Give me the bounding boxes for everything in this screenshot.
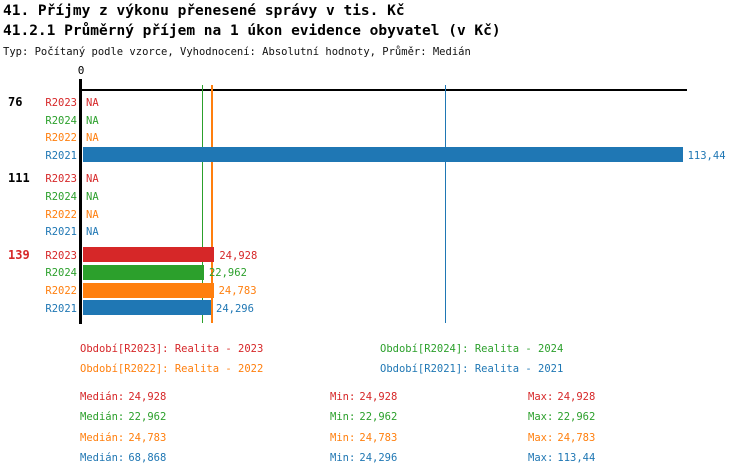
stat-min-r2023: Min: 24,928 [330,390,397,404]
stat-label: Max: [528,452,554,464]
stat-median-r2023: Medián: 24,928 [80,390,166,404]
stat-median-r2022: Medián: 24,783 [80,431,166,445]
x-axis-line [79,89,687,91]
stat-min-r2021: Min: 24,296 [330,451,397,465]
bar-r2021 [82,147,683,163]
series-row-label: R2021 [45,226,77,239]
legend-item-r2024: Období[R2024]: Realita - 2024 [380,343,564,355]
stat-value: 24,928 [128,391,167,403]
stat-label: Max: [528,432,554,444]
stat-median-r2024: Medián: 22,962 [80,410,166,424]
series-row-label: R2021 [45,149,77,162]
stat-value: 68,868 [128,452,167,464]
series-row-label: R2024 [45,114,77,127]
page-title: 41. Příjmy z výkonu přenesené správy v t… [3,3,405,19]
group-label: 76 [8,95,23,109]
median-line-r2022 [211,85,213,323]
stat-label: Min: [330,391,356,403]
legend-item-r2022: Období[R2022]: Realita - 2022 [80,363,264,375]
stat-label: Max: [528,391,554,403]
stat-max-r2021: Max: 113,44 [528,451,595,465]
bar-value-label: 24,783 [218,285,257,297]
bar-value-label: 22,962 [208,267,247,280]
chart-title: 41.2.1 Průměrný příjem na 1 úkon evidenc… [3,23,501,39]
stat-min-r2024: Min: 22,962 [330,410,397,424]
row-na-value: NA [86,97,99,109]
median-line-r2024 [201,85,204,323]
stat-min-r2022: Min: 24,783 [330,431,397,445]
legend-item-r2021: Období[R2021]: Realita - 2021 [380,363,564,375]
median-line-r2021 [444,85,447,323]
series-row-label: R2021 [45,302,77,315]
bar-r2024 [82,264,204,280]
stat-value: 24,783 [359,432,398,444]
stat-max-r2022: Max: 24,783 [528,431,595,445]
series-row-label: R2023 [45,249,77,262]
stat-max-r2023: Max: 24,928 [528,390,595,404]
stat-value: 24,783 [128,432,167,444]
stat-value: 113,44 [557,452,596,464]
group-label: 139 [8,247,30,262]
series-row-label: R2023 [45,173,77,186]
stat-value: 24,928 [557,391,596,403]
stat-label: Min: [330,452,356,464]
stat-value: 24,296 [359,452,398,464]
stat-max-r2024: Max: 22,962 [528,410,595,424]
stat-value: 22,962 [557,411,596,423]
stat-value: 24,928 [359,391,398,403]
row-na-value: NA [86,114,99,127]
series-row-label: R2022 [45,132,77,145]
row-na-value: NA [86,132,99,145]
y-axis-line [79,79,82,324]
stat-value: 22,962 [359,411,398,423]
series-row-label: R2022 [45,208,77,221]
row-na-value: NA [86,173,99,186]
row-na-value: NA [86,191,99,203]
chart-meta-subtitle: Typ: Počítaný podle vzorce, Vyhodnocení:… [3,46,471,58]
series-row-label: R2024 [45,267,77,280]
legend-item-r2023: Období[R2023]: Realita - 2023 [80,343,264,355]
stat-label: Medián: [80,411,125,423]
bar-value-label: 24,928 [219,249,258,262]
stat-label: Min: [330,432,356,444]
stat-value: 22,962 [128,411,167,423]
series-row-label: R2023 [45,97,77,109]
row-na-value: NA [86,208,99,221]
bar-value-label: 24,296 [216,302,254,315]
x-axis-zero-tick-label: 0 [77,64,85,77]
bar-r2023 [82,247,215,263]
bar-r2022 [82,282,214,298]
stat-label: Medián: [80,432,125,444]
stat-label: Medián: [80,391,125,403]
bar-value-label: 113,44 [687,149,726,162]
stat-label: Min: [330,411,356,423]
stat-median-r2021: Medián: 68,868 [80,451,166,465]
bar-r2021 [82,300,212,316]
series-row-label: R2024 [45,191,77,203]
stat-label: Medián: [80,452,125,464]
stat-value: 24,783 [557,432,596,444]
group-label: 111 [8,171,30,186]
series-row-label: R2022 [45,285,77,297]
row-na-value: NA [86,226,99,239]
stat-label: Max: [528,411,554,423]
